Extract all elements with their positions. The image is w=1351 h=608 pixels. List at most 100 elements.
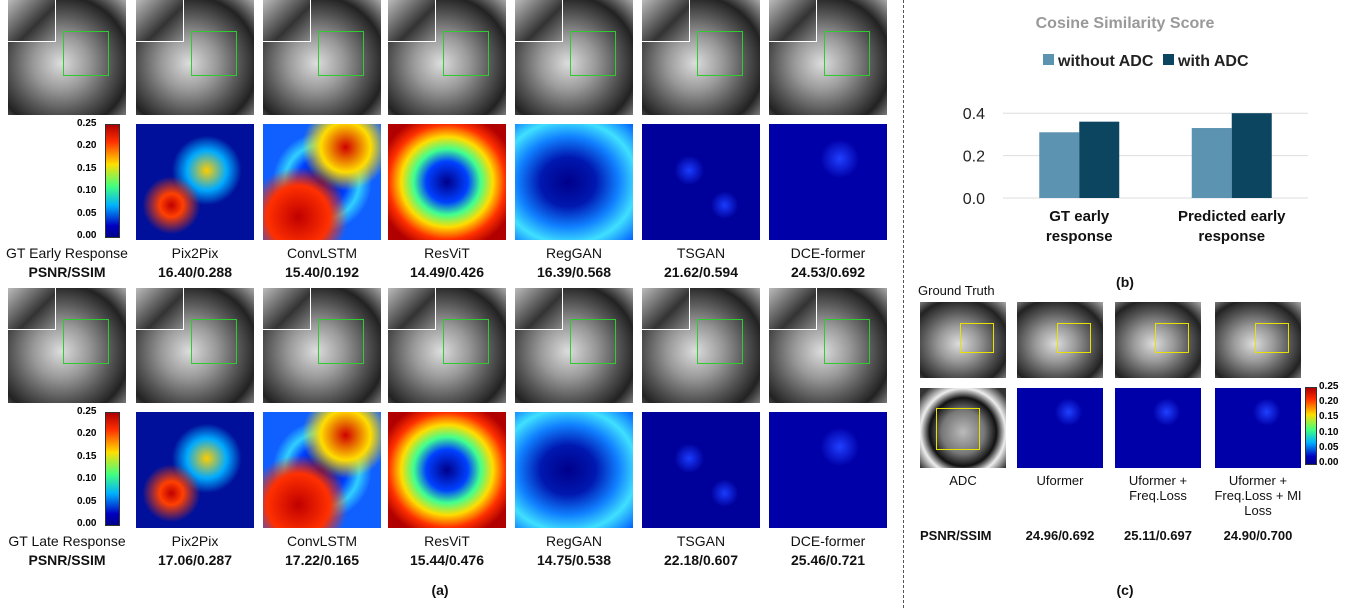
y-tick-label: 0.2 [963, 149, 985, 166]
roi-box [1057, 323, 1091, 353]
roi-box [570, 319, 616, 364]
inset-image [263, 288, 311, 330]
roi-box [443, 31, 489, 76]
metric-value: 25.11/0.697 [1103, 528, 1213, 543]
method-name: Uformer + Freq.Loss [1103, 473, 1213, 503]
metric-value: 25.46/0.721 [754, 552, 902, 568]
legend-label: without ADC [1057, 53, 1154, 70]
colorbar-label: 0.10 [1319, 427, 1338, 438]
metric-label: PSNR/SSIM [920, 528, 992, 543]
colorbar-label: 0.25 [77, 118, 96, 129]
bar [1192, 128, 1232, 198]
inset-image [388, 288, 436, 330]
error-map [136, 124, 254, 240]
inset-image [769, 0, 817, 42]
bar [1079, 122, 1119, 198]
legend-label: with ADC [1177, 53, 1249, 70]
colorbar-label: 0.05 [77, 496, 96, 507]
colorbar-label: 0.15 [77, 163, 96, 174]
error-map [136, 412, 254, 528]
error-map [769, 124, 887, 240]
roi-box [318, 31, 364, 76]
x-tick-label: Predicted early response [1167, 207, 1297, 247]
method-name: TSGAN [627, 533, 775, 549]
error-map [388, 124, 506, 240]
method-name: ResViT [373, 245, 521, 261]
roi-box [63, 31, 109, 76]
colorbar-label: 0.20 [77, 140, 96, 151]
colorbar-label: 0.10 [77, 185, 96, 196]
roi-box [191, 319, 237, 364]
inset-image [136, 288, 184, 330]
method-name: DCE-former [754, 533, 902, 549]
inset-image [388, 0, 436, 42]
metric-value: PSNR/SSIM [0, 552, 141, 568]
metric-value: 22.18/0.607 [627, 552, 775, 568]
colorbar-label: 0.10 [77, 473, 96, 484]
roi-box [697, 319, 743, 364]
roi-box [824, 31, 870, 76]
bar [1232, 113, 1272, 198]
bar-chart: Cosine Similarity Score 0.00.20.4without… [903, 0, 1351, 300]
metric-value: 24.53/0.692 [754, 264, 902, 280]
colorbar-label: 0.25 [1319, 381, 1338, 392]
method-name: GT Early Response [0, 245, 141, 261]
inset-image [8, 288, 56, 330]
roi-box [191, 31, 237, 76]
colorbar-label: 0.00 [77, 518, 96, 529]
method-name: DCE-former [754, 245, 902, 261]
ground-truth-label: Ground Truth [918, 283, 995, 298]
colorbar-label: 0.05 [1319, 442, 1338, 453]
colorbar [105, 412, 120, 526]
metric-value: 15.44/0.476 [373, 552, 521, 568]
inset-image [515, 288, 563, 330]
metric-value: 17.06/0.287 [121, 552, 269, 568]
method-name: Uformer [1005, 473, 1115, 488]
error-map [263, 124, 381, 240]
roi-box [63, 319, 109, 364]
roi-box [443, 319, 489, 364]
colorbar-label: 0.05 [77, 208, 96, 219]
error-map [515, 124, 633, 240]
metric-value: 24.96/0.692 [1005, 528, 1115, 543]
metric-value: PSNR/SSIM [0, 264, 141, 280]
inset-image [136, 0, 184, 42]
y-tick-label: 0.4 [963, 106, 985, 123]
roi-box [824, 319, 870, 364]
colorbar-label: 0.20 [77, 428, 96, 439]
colorbar [105, 124, 120, 238]
roi-box [936, 408, 980, 450]
error-map [642, 412, 760, 528]
error-map [1017, 388, 1103, 468]
metric-value: 14.75/0.538 [500, 552, 648, 568]
inset-image [642, 0, 690, 42]
method-name: Pix2Pix [121, 533, 269, 549]
metric-value: 16.39/0.568 [500, 264, 648, 280]
roi-box [960, 323, 994, 353]
inset-image [263, 0, 311, 42]
roi-box [697, 31, 743, 76]
method-name: ADC [908, 473, 1018, 488]
colorbar [1305, 387, 1317, 465]
error-map [515, 412, 633, 528]
metric-value: 24.90/0.700 [1203, 528, 1313, 543]
method-name: ResViT [373, 533, 521, 549]
legend-swatch [1043, 54, 1054, 65]
colorbar-label: 0.15 [77, 451, 96, 462]
method-name: RegGAN [500, 533, 648, 549]
method-name: GT Late Response [0, 533, 141, 549]
colorbar-label: 0.15 [1319, 411, 1338, 422]
method-name: TSGAN [627, 245, 775, 261]
error-map [1215, 388, 1301, 468]
inset-image [8, 0, 56, 42]
method-name: RegGAN [500, 245, 648, 261]
error-map [642, 124, 760, 240]
error-map [769, 412, 887, 528]
roi-box [318, 319, 364, 364]
colorbar-label: 0.00 [77, 230, 96, 241]
colorbar-label: 0.20 [1319, 396, 1338, 407]
panel-label: (a) [400, 582, 480, 598]
roi-box [570, 31, 616, 76]
method-name: Uformer + Freq.Loss + MI Loss [1203, 473, 1313, 518]
figure: Cosine Similarity Score 0.00.20.4without… [0, 0, 1351, 608]
